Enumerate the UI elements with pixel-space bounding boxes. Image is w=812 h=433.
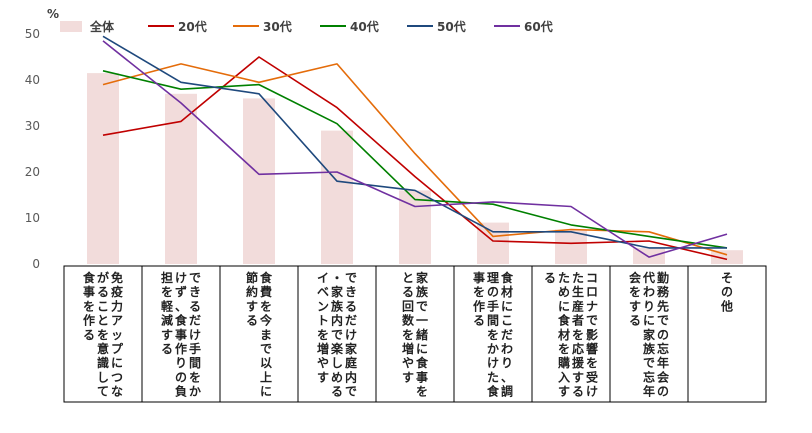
category-label: 家族で一緒に食事をとる回数を増やす bbox=[402, 270, 429, 399]
legend: 全体 20代 30代 40代 50代 60代 bbox=[60, 19, 553, 34]
legend-label: 20代 bbox=[178, 19, 207, 34]
category-label: その他 bbox=[720, 271, 733, 313]
legend-label: 30代 bbox=[263, 19, 292, 34]
legend-swatch bbox=[60, 21, 82, 32]
bar-overall bbox=[87, 73, 119, 264]
category-label: できるだけ手間をかけず、食事作りの負担を軽減する bbox=[161, 270, 201, 399]
category-label: 免疫力アップにつながることを意識して食事を作る bbox=[82, 270, 124, 399]
y-tick-label: 50 bbox=[25, 27, 40, 41]
legend-label: 全体 bbox=[89, 19, 115, 34]
category-label: 勤務先での忘年会の代わりに家族で忘年会をする bbox=[629, 270, 670, 399]
y-tick-label: 30 bbox=[25, 119, 40, 133]
category-label: できるだけ家庭内で・家族内で楽しめるイベントを増やす bbox=[317, 271, 358, 399]
y-tick-label: 10 bbox=[25, 211, 40, 225]
bar-overall bbox=[399, 190, 431, 264]
bar-series-overall bbox=[87, 73, 743, 265]
y-tick-label: 20 bbox=[25, 165, 40, 179]
line-series-40代 bbox=[102, 70, 728, 249]
line-series-50代 bbox=[102, 35, 727, 249]
legend-label: 40代 bbox=[350, 19, 379, 34]
bar-overall bbox=[711, 250, 743, 264]
bar-overall bbox=[321, 130, 353, 264]
line-series-group bbox=[102, 35, 728, 261]
bar-overall bbox=[243, 98, 275, 265]
bar-overall bbox=[555, 229, 587, 264]
y-axis-unit-label: % bbox=[47, 7, 59, 21]
y-tick-label: 40 bbox=[25, 73, 40, 87]
category-label: 食材にこだわり、調理の手間をかけた食事を作る bbox=[473, 270, 514, 399]
bar-overall bbox=[477, 222, 509, 264]
y-axis: 0 10 20 30 40 50 bbox=[25, 27, 40, 271]
legend-label: 50代 bbox=[437, 19, 466, 34]
category-label-table: 免疫力アップにつながることを意識して食事を作るできるだけ手間をかけず、食事作りの… bbox=[63, 265, 767, 403]
category-label: コロナで影響を受けた生産者を応援するために食材を購入する bbox=[544, 271, 598, 399]
category-label: 食費を今まで以上に節約する bbox=[246, 270, 273, 399]
y-tick-label: 0 bbox=[32, 257, 40, 271]
bar-overall bbox=[165, 93, 197, 264]
category-table-border bbox=[63, 265, 767, 403]
line-series-60代 bbox=[102, 40, 728, 258]
legend-label: 60代 bbox=[524, 19, 553, 34]
line-series-30代 bbox=[102, 63, 728, 256]
